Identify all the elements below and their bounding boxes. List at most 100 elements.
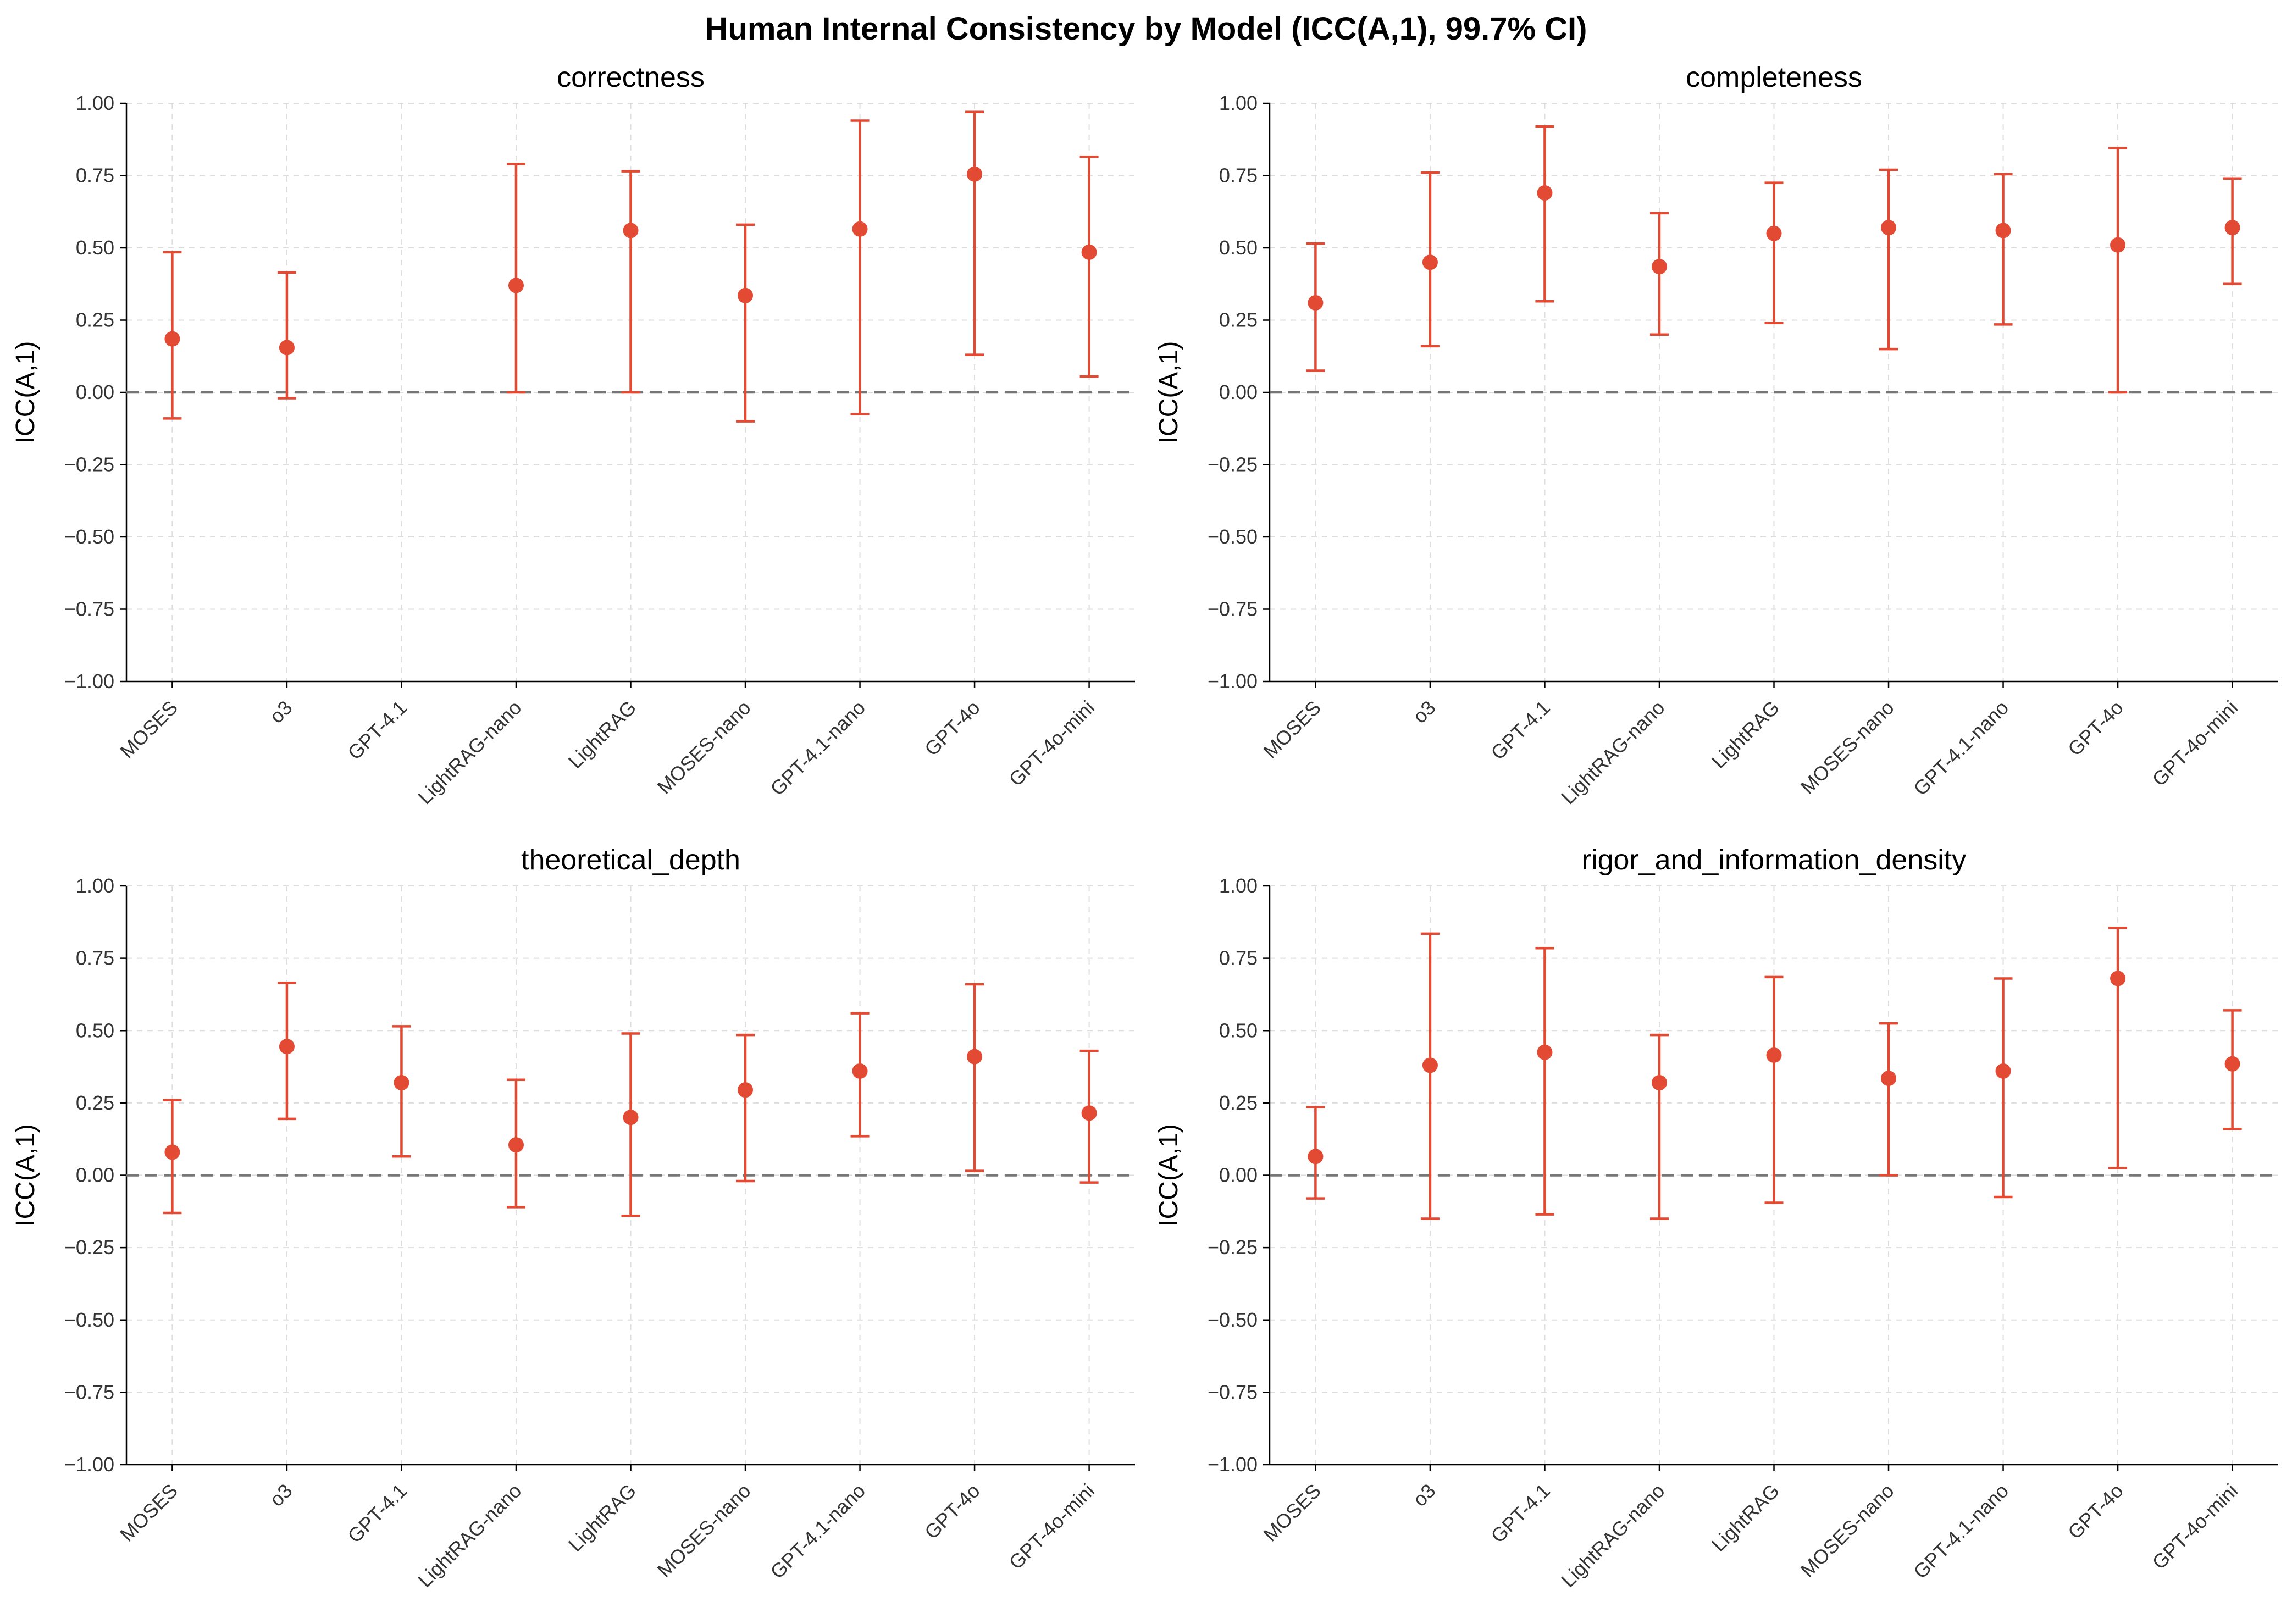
x-tick-label: MOSES-nano <box>653 1479 755 1582</box>
data-point <box>1081 244 1097 260</box>
y-tick-label: −0.50 <box>64 1309 114 1331</box>
y-axis-label: ICC(A,1) <box>11 1124 40 1227</box>
subplot-correctness: −1.00 −0.75 −0.50 −0.25 0.00 0.25 0.50 0.75 1.00… <box>11 62 1135 808</box>
x-tick-label: LightRAG-nano <box>1557 696 1669 808</box>
y-tick-label: 0.00 <box>1219 381 1258 403</box>
data-point <box>508 1137 524 1153</box>
x-tick-label: GPT-4.1-nano <box>1909 1479 2013 1583</box>
x-tick-label: o3 <box>265 696 296 728</box>
data-point <box>279 1039 295 1055</box>
x-tick-label: GPT-4o-mini <box>2147 696 2242 791</box>
subplot-theoretical-depth: −1.00 −0.75 −0.50 −0.25 0.00 0.25 0.50 0.75 1.00… <box>11 844 1135 1592</box>
subplot-title: correctness <box>557 62 705 93</box>
y-tick-label: 1.00 <box>76 92 114 114</box>
error-bar <box>277 271 296 400</box>
data-point <box>623 223 639 239</box>
y-tick-label: 0.00 <box>1219 1164 1258 1187</box>
data-point <box>1881 1071 1897 1087</box>
y-tick-label: −0.75 <box>64 1381 114 1403</box>
y-tick-label: 1.00 <box>1219 874 1258 897</box>
x-tick-label: LightRAG-nano <box>413 1479 525 1592</box>
data-point <box>1651 259 1667 275</box>
data-point <box>2224 1056 2240 1072</box>
x-tick-label: GPT-4.1-nano <box>766 696 870 800</box>
error-bar <box>736 223 755 423</box>
y-axis-label: ICC(A,1) <box>11 341 40 444</box>
y-tick-label: −0.50 <box>1208 1309 1258 1331</box>
error-bar <box>965 983 984 1172</box>
data-point <box>967 1049 983 1065</box>
y-tick-label: 0.00 <box>76 381 114 403</box>
y-tick-label: 0.25 <box>1219 1091 1258 1114</box>
data-point <box>1537 1044 1553 1060</box>
data-point <box>1995 223 2011 239</box>
error-bar <box>1535 125 1554 303</box>
subplot-title: rigor_and_information_density <box>1582 844 1967 876</box>
data-point <box>967 166 983 182</box>
x-tick-label: GPT-4o-mini <box>1004 1479 1099 1574</box>
y-tick-label: 0.50 <box>76 236 114 259</box>
y-axis-label: ICC(A,1) <box>1154 341 1183 444</box>
y-tick-label: −0.25 <box>64 1236 114 1259</box>
x-tick-label: LightRAG <box>564 1479 640 1556</box>
x-tick-label: o3 <box>1408 1479 1440 1511</box>
subplot-completeness: −1.00 −0.75 −0.50 −0.25 0.00 0.25 0.50 0.75 1.00… <box>1154 62 2278 808</box>
data-point <box>1537 185 1553 201</box>
x-tick-label: GPT-4o <box>2063 696 2128 761</box>
data-point <box>164 331 180 347</box>
x-tick-label: MOSES <box>115 696 182 763</box>
data-point <box>852 221 868 237</box>
error-bar <box>1079 156 1099 378</box>
x-tick-label: MOSES-nano <box>1796 1479 1898 1582</box>
y-tick-label: 0.25 <box>1219 309 1258 331</box>
x-tick-label: GPT-4.1 <box>1486 696 1554 764</box>
figure-title: Human Internal Consistency by Model (ICC… <box>705 11 1587 47</box>
data-point <box>2110 237 2126 253</box>
data-point <box>394 1075 409 1091</box>
y-tick-label: 0.75 <box>1219 947 1258 969</box>
y-tick-label: −0.75 <box>1208 1381 1258 1403</box>
data-point <box>738 1082 754 1098</box>
data-point <box>852 1063 868 1079</box>
error-bar <box>2108 147 2128 394</box>
data-point <box>1422 1057 1438 1073</box>
data-point <box>738 287 754 303</box>
subplot-grid: −1.00 −0.75 −0.50 −0.25 0.00 0.25 0.50 0.75 1.00… <box>11 62 2278 1592</box>
x-tick-label: GPT-4o <box>920 1479 984 1544</box>
x-tick-label: LightRAG <box>1707 1479 1784 1556</box>
data-point <box>1766 1047 1782 1063</box>
y-tick-label: −0.75 <box>1208 598 1258 620</box>
subplot-title: theoretical_depth <box>521 844 740 876</box>
x-tick-label: GPT-4o <box>2063 1479 2128 1544</box>
data-point <box>2224 220 2240 236</box>
error-bar <box>1994 977 2013 1199</box>
data-point <box>1881 220 1897 236</box>
y-tick-label: 0.75 <box>1219 164 1258 187</box>
x-tick-label: MOSES <box>115 1479 182 1546</box>
data-point <box>1995 1063 2011 1079</box>
y-tick-label: 0.50 <box>1219 1019 1258 1041</box>
x-tick-label: LightRAG <box>564 696 640 773</box>
data-point <box>2110 971 2126 986</box>
error-bar <box>1764 975 1784 1204</box>
subplot-title: completeness <box>1686 62 1862 93</box>
error-bar <box>1649 1033 1669 1220</box>
y-tick-label: −0.25 <box>1208 453 1258 476</box>
y-tick-label: −0.75 <box>64 598 114 620</box>
error-bar <box>1994 173 2013 326</box>
y-tick-label: −0.50 <box>64 525 114 548</box>
error-bar <box>1420 932 1440 1220</box>
y-tick-label: 0.00 <box>76 1164 114 1187</box>
data-point <box>1308 1149 1324 1165</box>
x-tick-label: LightRAG <box>1707 696 1784 773</box>
y-tick-label: −0.25 <box>1208 1236 1258 1259</box>
y-tick-label: −1.00 <box>64 1453 114 1476</box>
error-bar <box>621 170 640 394</box>
y-tick-label: 0.75 <box>76 947 114 969</box>
data-point <box>1422 254 1438 270</box>
x-tick-label: GPT-4.1 <box>343 1479 411 1548</box>
data-point <box>164 1144 180 1160</box>
error-bar <box>965 110 984 356</box>
error-bar <box>1535 946 1554 1216</box>
data-point <box>279 340 295 356</box>
